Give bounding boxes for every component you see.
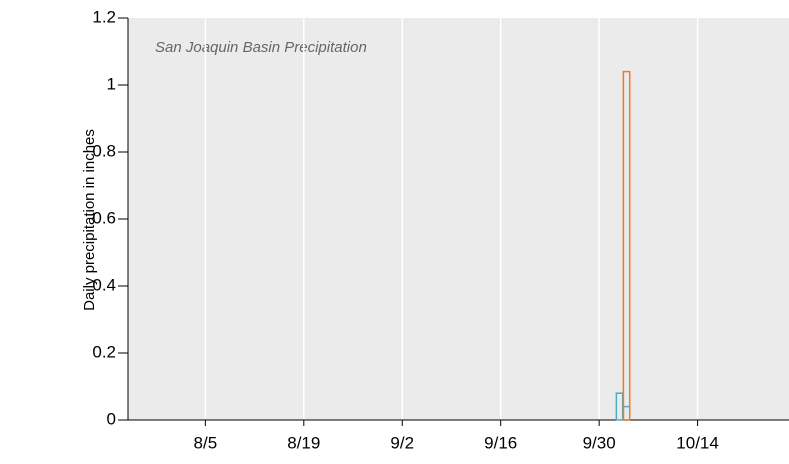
y-tick-label: 0.6 [92, 208, 116, 227]
y-tick-label: 1 [107, 74, 116, 93]
y-axis-label: Daily precipitation in inches [81, 129, 98, 311]
plot-area [128, 18, 789, 420]
bar [622, 70, 631, 421]
y-tick-label: 0.4 [92, 275, 116, 294]
y-tick-label: 0 [107, 409, 116, 428]
y-tick-label: 1.2 [92, 7, 116, 26]
y-tick-label: 0.2 [92, 342, 116, 361]
x-tick-label: 10/14 [676, 433, 719, 452]
x-tick-label: 9/30 [583, 433, 616, 452]
x-tick-label: 8/5 [194, 433, 218, 452]
x-tick-label: 9/2 [390, 433, 414, 452]
y-tick-label: 0.8 [92, 141, 116, 160]
chart-title: San Joaquin Basin Precipitation [155, 39, 367, 56]
x-tick-label: 9/16 [484, 433, 517, 452]
x-tick-label: 8/19 [287, 433, 320, 452]
